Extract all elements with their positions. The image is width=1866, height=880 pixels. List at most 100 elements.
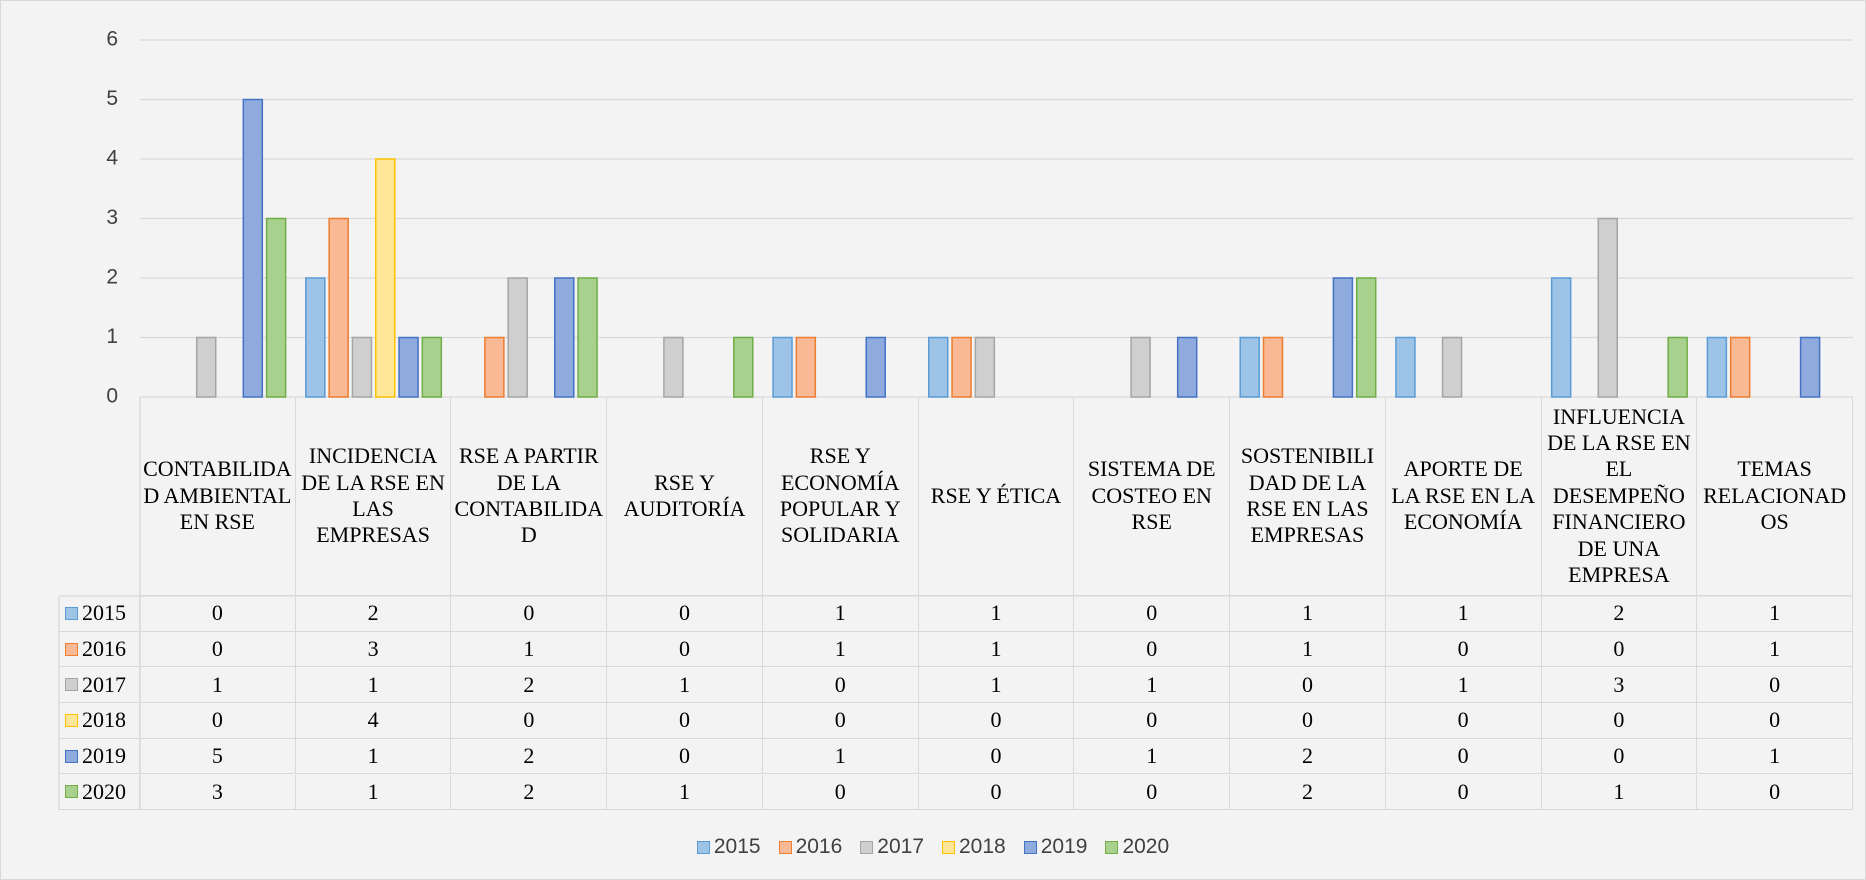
y-tick-label: 0 bbox=[106, 385, 118, 408]
category-label: APORTE DE LA RSE EN LA ECONOMÍA bbox=[1385, 397, 1542, 596]
bar bbox=[1706, 336, 1728, 398]
legend-key bbox=[1023, 840, 1037, 854]
legend-label: 2016 bbox=[795, 835, 843, 858]
legend-key bbox=[65, 642, 78, 656]
bar bbox=[1239, 336, 1260, 398]
legend-key bbox=[696, 840, 710, 854]
table-value: 1 bbox=[918, 596, 1075, 632]
bar bbox=[398, 336, 419, 398]
table-value: 0 bbox=[1541, 738, 1698, 775]
table-value: 0 bbox=[1230, 667, 1386, 704]
bar bbox=[1799, 336, 1821, 398]
bar bbox=[374, 158, 396, 398]
y-tick-label: 3 bbox=[106, 206, 118, 229]
y-tick-label: 2 bbox=[106, 266, 118, 289]
table-value: 0 bbox=[1230, 703, 1386, 739]
series-name: 2020 bbox=[82, 778, 126, 804]
legend-key bbox=[65, 713, 78, 727]
bar bbox=[1262, 336, 1284, 398]
table-value: 0 bbox=[1541, 703, 1698, 739]
category-label: RSE A PARTIR DE LA CONTABILIDAD bbox=[451, 397, 608, 596]
series-row-header: 2016 bbox=[59, 631, 140, 668]
bar bbox=[1667, 336, 1688, 398]
y-tick-label: 6 bbox=[106, 28, 118, 51]
table-value: 4 bbox=[295, 703, 452, 739]
table-value: 0 bbox=[762, 703, 919, 739]
table-value: 0 bbox=[918, 738, 1075, 775]
series-row-header: 2018 bbox=[59, 703, 140, 739]
category-label: CONTABILIDAD AMBIENTAL EN RSE bbox=[140, 397, 296, 596]
legend-key bbox=[1105, 840, 1119, 854]
table-value: 0 bbox=[1385, 631, 1542, 668]
table-value: 2 bbox=[451, 667, 608, 704]
bar bbox=[328, 217, 349, 398]
legend-item: 2018 bbox=[942, 835, 1006, 859]
legend-label: 2020 bbox=[1122, 835, 1170, 858]
table-value: 0 bbox=[1385, 738, 1542, 775]
table-value: 0 bbox=[1697, 774, 1853, 811]
series-row-header: 2019 bbox=[59, 738, 140, 775]
category-label: TEMAS RELACIONADOS bbox=[1697, 397, 1853, 596]
bar bbox=[1395, 336, 1416, 398]
bar bbox=[1597, 217, 1619, 398]
table-value: 1 bbox=[918, 667, 1075, 704]
table-value: 2 bbox=[1230, 738, 1386, 775]
table-value: 1 bbox=[1697, 738, 1853, 775]
table-value: 0 bbox=[140, 596, 296, 632]
series-name: 2018 bbox=[82, 707, 126, 733]
table-value: 1 bbox=[1697, 596, 1853, 632]
table-value: 0 bbox=[762, 774, 919, 811]
table-value: 0 bbox=[607, 631, 763, 668]
bar bbox=[421, 336, 443, 398]
legend-key bbox=[860, 840, 874, 854]
bar bbox=[928, 336, 949, 398]
legend-item: 2019 bbox=[1023, 835, 1088, 859]
bar bbox=[1729, 336, 1751, 398]
table-value: 1 bbox=[1697, 631, 1853, 668]
table-value: 0 bbox=[451, 703, 608, 739]
legend-key bbox=[65, 749, 78, 763]
bar bbox=[1550, 277, 1572, 398]
series-row-header: 2020 bbox=[59, 774, 140, 811]
bar bbox=[974, 336, 996, 398]
table-value: 0 bbox=[607, 738, 763, 775]
table-value: 1 bbox=[1385, 596, 1542, 632]
bar bbox=[1441, 336, 1463, 398]
legend-key bbox=[65, 606, 78, 620]
bar bbox=[507, 277, 528, 398]
bar bbox=[772, 336, 793, 398]
legend-label: 2019 bbox=[1040, 835, 1088, 858]
table-value: 1 bbox=[295, 667, 452, 704]
table-value: 1 bbox=[1541, 774, 1698, 811]
bar bbox=[1355, 277, 1377, 398]
bar bbox=[663, 336, 684, 398]
bar bbox=[195, 336, 217, 398]
table-value: 1 bbox=[295, 774, 452, 811]
bar bbox=[265, 217, 287, 398]
table-value: 0 bbox=[1074, 631, 1231, 668]
legend-label: 2017 bbox=[877, 835, 924, 858]
table-value: 0 bbox=[140, 703, 296, 739]
series-name: 2016 bbox=[82, 635, 126, 661]
table-value: 2 bbox=[451, 738, 608, 775]
category-label: RSE Y ÉTICA bbox=[918, 397, 1075, 596]
table-value: 1 bbox=[762, 738, 919, 775]
table-value: 1 bbox=[451, 631, 608, 668]
table-value: 1 bbox=[607, 667, 763, 704]
legend-item: 2020 bbox=[1105, 835, 1169, 859]
bar bbox=[554, 277, 575, 398]
series-name: 2019 bbox=[82, 742, 126, 768]
table-value: 0 bbox=[1385, 703, 1542, 739]
table-value: 2 bbox=[295, 596, 452, 632]
legend-key bbox=[942, 840, 955, 854]
table-value: 2 bbox=[1541, 596, 1698, 632]
table-value: 5 bbox=[140, 738, 296, 775]
legend-key bbox=[65, 785, 78, 799]
table-value: 0 bbox=[140, 631, 296, 668]
table-value: 1 bbox=[1385, 667, 1542, 704]
bar bbox=[1130, 336, 1151, 398]
table-value: 1 bbox=[295, 738, 452, 775]
category-label: INFLUENCIA DE LA RSE EN EL DESEMPEÑO FIN… bbox=[1541, 397, 1698, 596]
